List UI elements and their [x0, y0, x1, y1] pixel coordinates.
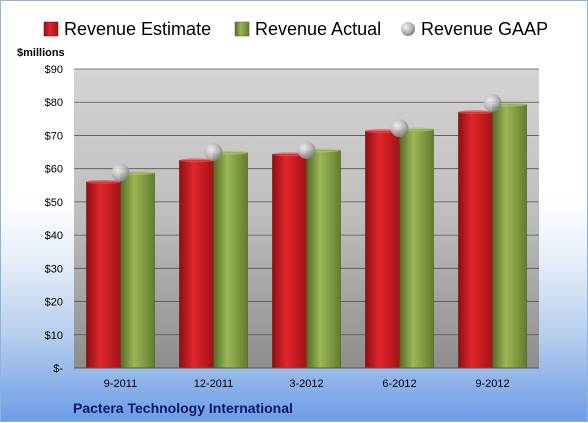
y-tick-label: $80	[45, 97, 63, 109]
y-tick-label: $10	[45, 330, 63, 342]
marker-revenue-gaap	[297, 141, 316, 160]
bar-revenue-actual	[399, 129, 434, 369]
bar-revenue-estimate-top	[86, 179, 121, 184]
marker-revenue-gaap	[483, 93, 502, 112]
bar-revenue-estimate-top	[272, 152, 307, 157]
bar-revenue-estimate-top	[458, 110, 493, 115]
bar-revenue-estimate	[179, 160, 214, 369]
bar-revenue-estimate	[86, 181, 121, 369]
x-tick-label: 6-2012	[382, 378, 416, 390]
y-axis-ticks: $- $10 $20 $30 $40 $50 $60 $70 $80 $90	[45, 64, 64, 375]
legend-label-revenue-estimate: Revenue Estimate	[64, 19, 211, 39]
x-tick-label: 9-2011	[104, 378, 137, 390]
legend-label-revenue-gaap: Revenue GAAP	[421, 19, 548, 39]
x-tick-label: 12-2011	[194, 378, 234, 390]
legend-label-revenue-actual: Revenue Actual	[255, 19, 381, 39]
y-tick-label: $90	[45, 64, 63, 76]
bar-revenue-actual	[306, 150, 341, 369]
marker-revenue-gaap	[204, 143, 223, 162]
legend-marker-revenue-gaap	[401, 22, 415, 36]
y-tick-label: $40	[45, 230, 63, 242]
y-axis-unit-label: $millions	[17, 47, 65, 59]
bar-revenue-estimate	[458, 111, 493, 369]
company-caption: Pactera Technology International	[73, 400, 293, 416]
y-tick-label: $-	[53, 363, 63, 375]
x-tick-label: 9-2012	[475, 378, 509, 390]
bar-revenue-actual	[213, 152, 248, 369]
bar-revenue-actual	[120, 172, 155, 369]
y-tick-label: $60	[45, 164, 63, 176]
y-tick-label: $70	[45, 130, 63, 142]
y-tick-label: $50	[45, 197, 63, 209]
marker-revenue-gaap	[390, 119, 409, 138]
legend-swatch-revenue-actual	[234, 21, 250, 37]
y-tick-label: $20	[45, 297, 63, 309]
y-tick-label: $30	[45, 263, 63, 275]
legend-swatch-revenue-estimate	[43, 21, 59, 37]
bar-revenue-estimate-top	[179, 158, 214, 163]
bar-revenue-actual	[492, 104, 527, 369]
marker-revenue-gaap	[111, 163, 130, 182]
x-axis-ticks: 9-2011 12-2011 3-2012 6-2012 9-2012	[104, 378, 510, 390]
bars	[86, 102, 527, 369]
bar-revenue-estimate	[365, 130, 400, 369]
gaap-markers	[111, 93, 502, 182]
x-tick-label: 3-2012	[289, 378, 323, 390]
bar-revenue-estimate	[272, 154, 307, 369]
legend: Revenue Estimate Revenue Actual Revenue …	[43, 19, 548, 39]
